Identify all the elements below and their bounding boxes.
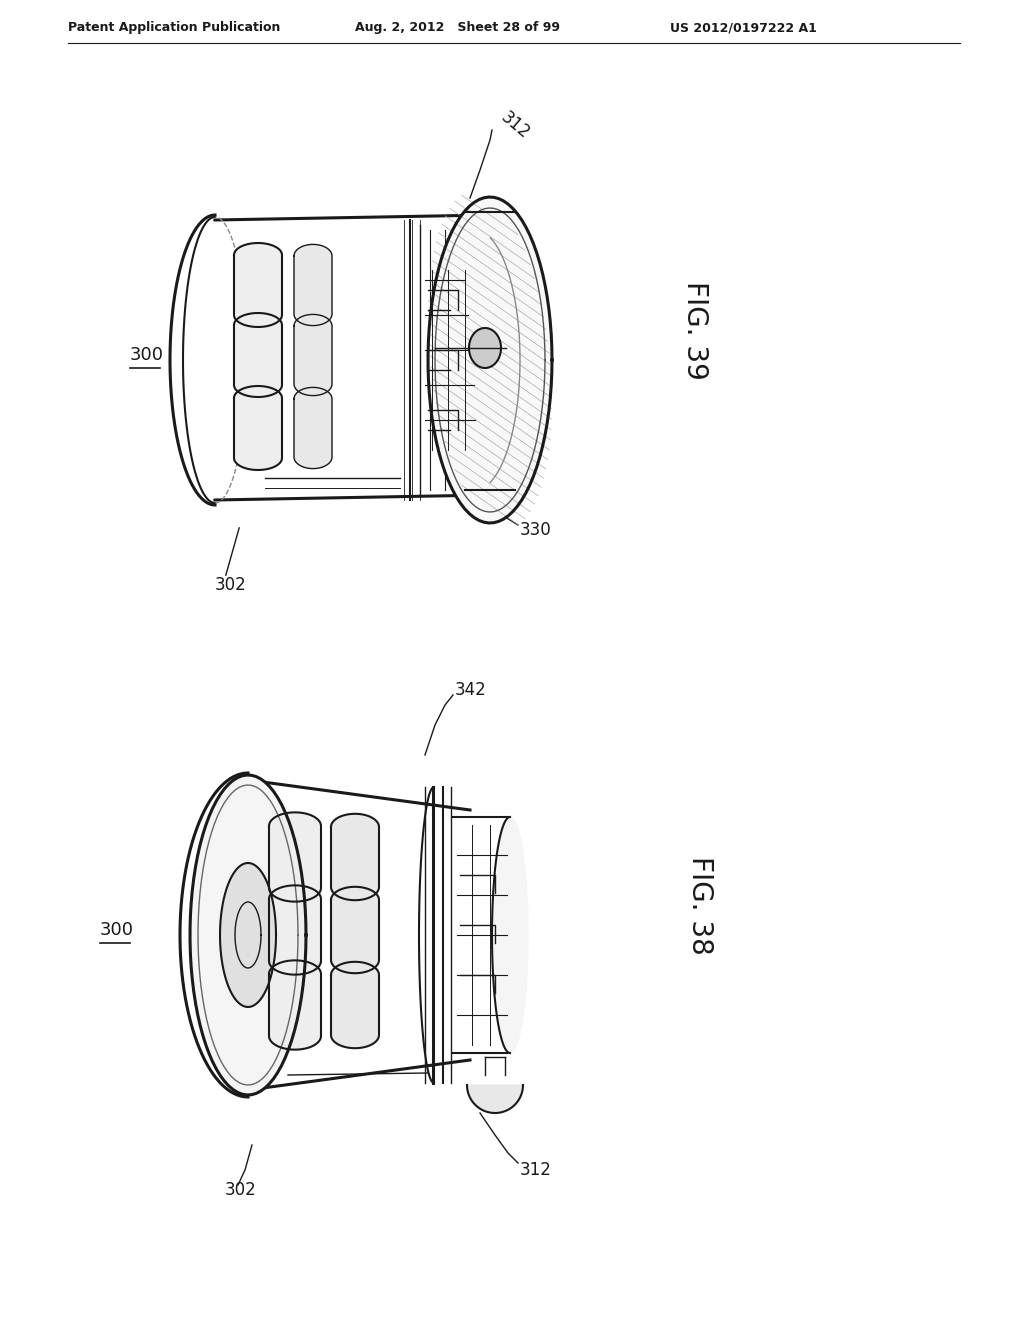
Text: US 2012/0197222 A1: US 2012/0197222 A1 [670,21,817,34]
Polygon shape [234,385,282,470]
Polygon shape [269,812,321,902]
Polygon shape [331,814,379,900]
Text: 312: 312 [520,1162,552,1179]
Polygon shape [467,1085,523,1113]
Text: 312: 312 [497,108,532,143]
Text: FIG. 38: FIG. 38 [686,855,714,954]
Polygon shape [331,962,379,1048]
Polygon shape [331,887,379,973]
Text: Aug. 2, 2012   Sheet 28 of 99: Aug. 2, 2012 Sheet 28 of 99 [355,21,560,34]
Polygon shape [294,314,332,396]
Text: 342: 342 [455,681,486,700]
Polygon shape [220,863,276,1007]
Text: 302: 302 [225,1181,257,1199]
Text: 302: 302 [215,576,247,594]
Polygon shape [294,244,332,326]
Polygon shape [469,327,501,368]
Polygon shape [294,387,332,469]
Text: 330: 330 [520,521,552,539]
Polygon shape [428,197,552,523]
Polygon shape [234,313,282,397]
Text: 300: 300 [100,921,134,939]
Text: Patent Application Publication: Patent Application Publication [68,21,281,34]
Polygon shape [190,775,306,1096]
Polygon shape [269,886,321,974]
Polygon shape [269,961,321,1049]
Polygon shape [234,243,282,327]
Polygon shape [492,817,528,1053]
Text: 300: 300 [130,346,164,364]
Text: FIG. 39: FIG. 39 [681,281,709,379]
